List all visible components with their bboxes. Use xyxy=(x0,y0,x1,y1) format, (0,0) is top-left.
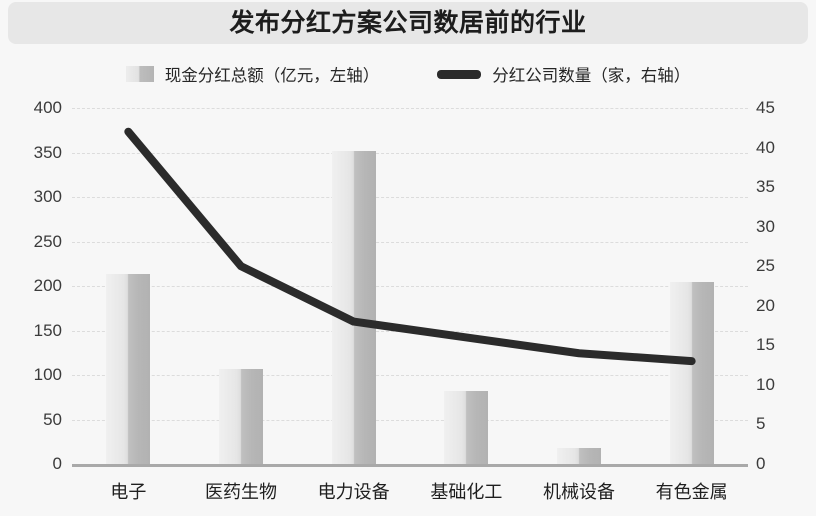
y-tick-right: 15 xyxy=(756,335,775,355)
company-count-line xyxy=(124,127,696,366)
y-tick-right: 35 xyxy=(756,177,775,197)
gridline xyxy=(72,108,748,109)
gridline xyxy=(72,152,748,154)
gridline xyxy=(72,241,748,243)
y-tick-right: 5 xyxy=(756,414,766,434)
y-tick-left: 400 xyxy=(33,98,62,117)
y-tick-right: 0 xyxy=(756,454,766,473)
y-tick-left: 250 xyxy=(33,231,62,251)
y-tick-right: 25 xyxy=(756,256,775,276)
y-tick-left: 300 xyxy=(33,187,62,206)
x-label-基础化工: 基础化工 xyxy=(430,482,503,502)
bar-医药生物 xyxy=(219,368,263,464)
bar-swatch-icon xyxy=(125,66,154,82)
legend-item-cash-dividend-total: 现金分红总额（亿元，左轴） xyxy=(125,62,380,86)
bar-机械设备 xyxy=(557,447,601,464)
x-label-机械设备: 机械设备 xyxy=(543,482,615,502)
x-label-有色金属: 有色金属 xyxy=(655,482,728,502)
y-tick-left: 100 xyxy=(33,365,62,384)
y-tick-left: 350 xyxy=(33,142,62,162)
line-swatch-icon xyxy=(437,69,482,79)
bar-基础化工 xyxy=(444,391,489,464)
legend-item-company-count: 分红公司数量（家，右轴） xyxy=(437,62,690,86)
x-label-医药生物: 医药生物 xyxy=(205,482,277,502)
y-tick-left: 150 xyxy=(33,320,62,340)
gridline xyxy=(72,197,748,198)
y-tick-right: 10 xyxy=(756,374,775,394)
gridline xyxy=(72,419,748,421)
legend-label-company-count: 分红公司数量（家，右轴） xyxy=(492,67,691,85)
x-label-电子: 电子 xyxy=(110,482,147,502)
gridline xyxy=(72,330,748,332)
y-tick-left: 0 xyxy=(52,454,62,473)
bar-电力设备 xyxy=(331,150,376,464)
title-banner: 发布分红方案公司数居前的行业 xyxy=(8,2,808,44)
x-label-电力设备: 电力设备 xyxy=(317,482,390,502)
y-tick-right: 40 xyxy=(756,137,775,157)
gridline xyxy=(72,375,748,376)
gridline xyxy=(72,286,748,287)
bar-有色金属 xyxy=(669,282,714,464)
y-tick-right: 45 xyxy=(756,98,775,117)
page-title: 发布分红方案公司数居前的行业 xyxy=(229,9,587,37)
chart-legend: 现金分红总额（亿元，左轴） 分红公司数量（家，右轴） xyxy=(0,58,816,90)
y-tick-right: 20 xyxy=(756,295,775,315)
bar-电子 xyxy=(106,274,151,464)
legend-label-cash-dividend-total: 现金分红总额（亿元，左轴） xyxy=(164,67,380,85)
y-tick-left: 200 xyxy=(33,276,62,295)
y-tick-left: 50 xyxy=(43,409,62,429)
x-axis-line xyxy=(72,464,748,467)
y-tick-right: 30 xyxy=(756,216,775,236)
